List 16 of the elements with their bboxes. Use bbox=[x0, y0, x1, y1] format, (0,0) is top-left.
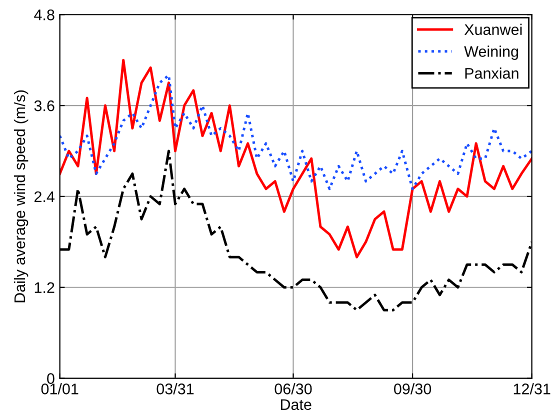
x-tick-label: 01/01 bbox=[41, 383, 78, 394]
x-tick-label: 12/31 bbox=[514, 383, 550, 394]
y-tick-label: 4.8 bbox=[34, 10, 54, 20]
y-tick-label: 3.6 bbox=[34, 100, 54, 112]
x-tick-label: 06/30 bbox=[274, 383, 312, 394]
x-tick-label: 03/31 bbox=[156, 383, 194, 394]
x-tick-label: 09/30 bbox=[394, 383, 432, 394]
y-tick-label: 2.4 bbox=[34, 191, 55, 202]
y-tick-label: 1.2 bbox=[34, 282, 54, 293]
legend-label: Weining bbox=[464, 46, 518, 60]
line-series bbox=[60, 58, 532, 258]
legend-label: Panxian bbox=[465, 68, 518, 79]
legend-label: Xuanwei bbox=[464, 24, 522, 36]
y-axis-title: Daily average wind speed (m/s) bbox=[14, 90, 28, 302]
y-tick-label: 0 bbox=[47, 373, 54, 384]
x-axis-title: Date bbox=[280, 399, 312, 410]
